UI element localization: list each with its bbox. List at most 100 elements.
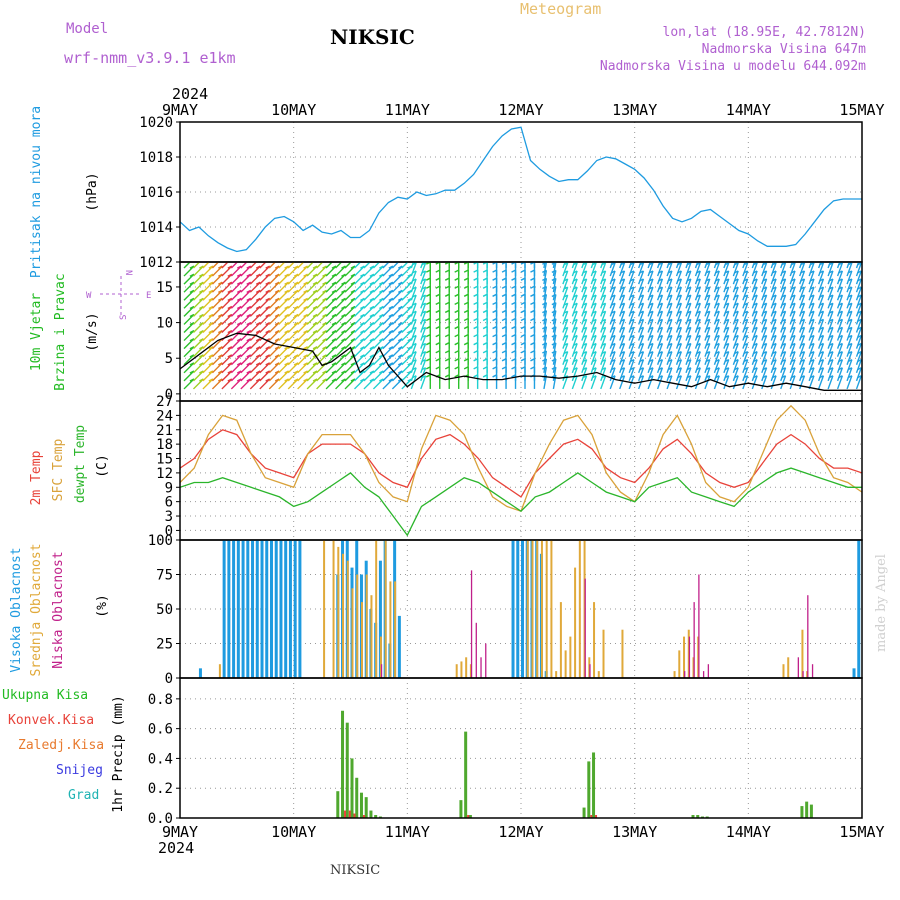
wind-barb: [590, 262, 597, 277]
wind-barb: [742, 359, 749, 374]
wind-barb-feather: [838, 255, 842, 257]
wind-barb: [694, 302, 701, 317]
wind-barb: [562, 294, 569, 309]
wind-barb: [761, 311, 768, 325]
wind-barb: [619, 327, 626, 341]
time-tick-bottom: 12MAY: [498, 823, 543, 841]
wind-barb-feather: [341, 297, 346, 302]
wind-barb: [704, 343, 711, 357]
wind-barb: [761, 343, 768, 357]
wind-barb: [638, 311, 645, 325]
wind-barb: [855, 319, 862, 333]
wind-barb-feather: [332, 258, 336, 260]
wind-barb-feather: [582, 334, 587, 339]
precipitation-bar: [359, 792, 363, 818]
wind-barb-feather: [848, 255, 852, 257]
cloud-bar: [802, 671, 804, 678]
cloud-bar: [284, 540, 288, 678]
precipitation-ytick-label: 0.8: [148, 692, 173, 708]
wind-barb-feather: [724, 310, 730, 314]
wind-barb-feather: [838, 375, 843, 379]
wind-barb-feather: [331, 354, 337, 358]
wind-barb: [268, 378, 280, 390]
wind-barb: [770, 270, 777, 285]
wind-barb: [581, 302, 588, 317]
pressure-unit-label: (hPa): [85, 172, 100, 211]
wind-barb-feather: [695, 318, 701, 322]
wind-barb-feather: [857, 294, 862, 298]
wind-barb-feather: [435, 350, 441, 354]
precipitation-bar: [464, 731, 468, 818]
wind-barb-feather: [227, 313, 233, 318]
wind-barb-feather: [293, 297, 299, 302]
wind-barb: [761, 286, 768, 301]
wind-barb: [391, 338, 403, 350]
wind-barb-feather: [563, 286, 568, 290]
wind-barb-feather: [379, 281, 384, 285]
pressure-marks: [180, 126, 862, 253]
wind-barb: [647, 375, 654, 390]
wind-barb-feather: [199, 305, 204, 310]
wind-barb-feather: [501, 333, 507, 338]
wind-barb-feather: [492, 350, 497, 354]
wind-barb-feather: [218, 354, 223, 358]
wind-barb-feather: [511, 317, 516, 322]
pressure-ytick-label: 1014: [139, 220, 173, 236]
wind-barb-feather: [563, 367, 568, 371]
wind-barb-feather: [857, 367, 862, 371]
wind-barb-feather: [809, 334, 815, 339]
wind-barb: [391, 289, 403, 301]
wind-barb: [552, 350, 557, 365]
wind-barb: [590, 294, 597, 309]
wind-barb: [325, 273, 337, 285]
wind-barb-feather: [388, 321, 394, 326]
cloud-bar: [365, 574, 368, 678]
wind-barb: [221, 289, 233, 301]
wind-barb: [780, 319, 787, 333]
wind-barb-feather: [322, 313, 327, 318]
wind-barb-feather: [591, 318, 597, 322]
wind-barb: [230, 362, 242, 374]
wind-barb-feather: [474, 254, 478, 256]
wind-barb: [846, 359, 853, 374]
wind-barb: [306, 314, 318, 325]
wind-barb: [761, 327, 768, 341]
wind-barb-feather: [705, 367, 711, 371]
wind-barb: [306, 338, 318, 350]
wind-barb: [552, 262, 557, 277]
temperature-ytick-label: 18: [156, 437, 173, 453]
wind-barb: [211, 370, 223, 382]
wind-barb-feather: [724, 286, 730, 290]
wind-barb: [306, 273, 318, 285]
cloud-bar: [597, 671, 600, 678]
wind-barb-feather: [492, 333, 497, 338]
wind-ytick-label: 0: [165, 387, 173, 403]
wind-barb-feather: [454, 325, 460, 330]
wind-barb: [335, 338, 346, 350]
wind-barb-feather: [435, 293, 441, 297]
cloud-ytick-label: 25: [156, 637, 173, 653]
wind-barb: [202, 370, 214, 382]
wind-barb: [372, 273, 384, 285]
wind-barb: [183, 338, 195, 350]
cloud-bar: [251, 540, 255, 678]
wind-barb-feather: [492, 277, 497, 281]
wind-barb-feather: [828, 270, 834, 274]
wind-barb-feather: [838, 294, 843, 298]
wind-barb: [249, 289, 261, 301]
wind-barb-feather: [199, 273, 204, 277]
wind-barb: [656, 359, 664, 374]
wind-barb: [287, 281, 299, 293]
wind-barb-feather: [407, 265, 413, 269]
wind-barb-feather: [847, 278, 853, 282]
wind-barb-feather: [293, 321, 299, 326]
wind-barb: [590, 311, 597, 325]
wind-barb-feather: [360, 258, 364, 260]
wind-barb-feather: [189, 265, 195, 269]
wind-barb: [675, 367, 683, 382]
wind-barb-feather: [312, 321, 318, 326]
wind-barb-feather: [828, 334, 834, 339]
wind-barb-feather: [620, 359, 625, 363]
wind-barb: [382, 297, 394, 309]
wind-barb-feather: [686, 342, 692, 347]
